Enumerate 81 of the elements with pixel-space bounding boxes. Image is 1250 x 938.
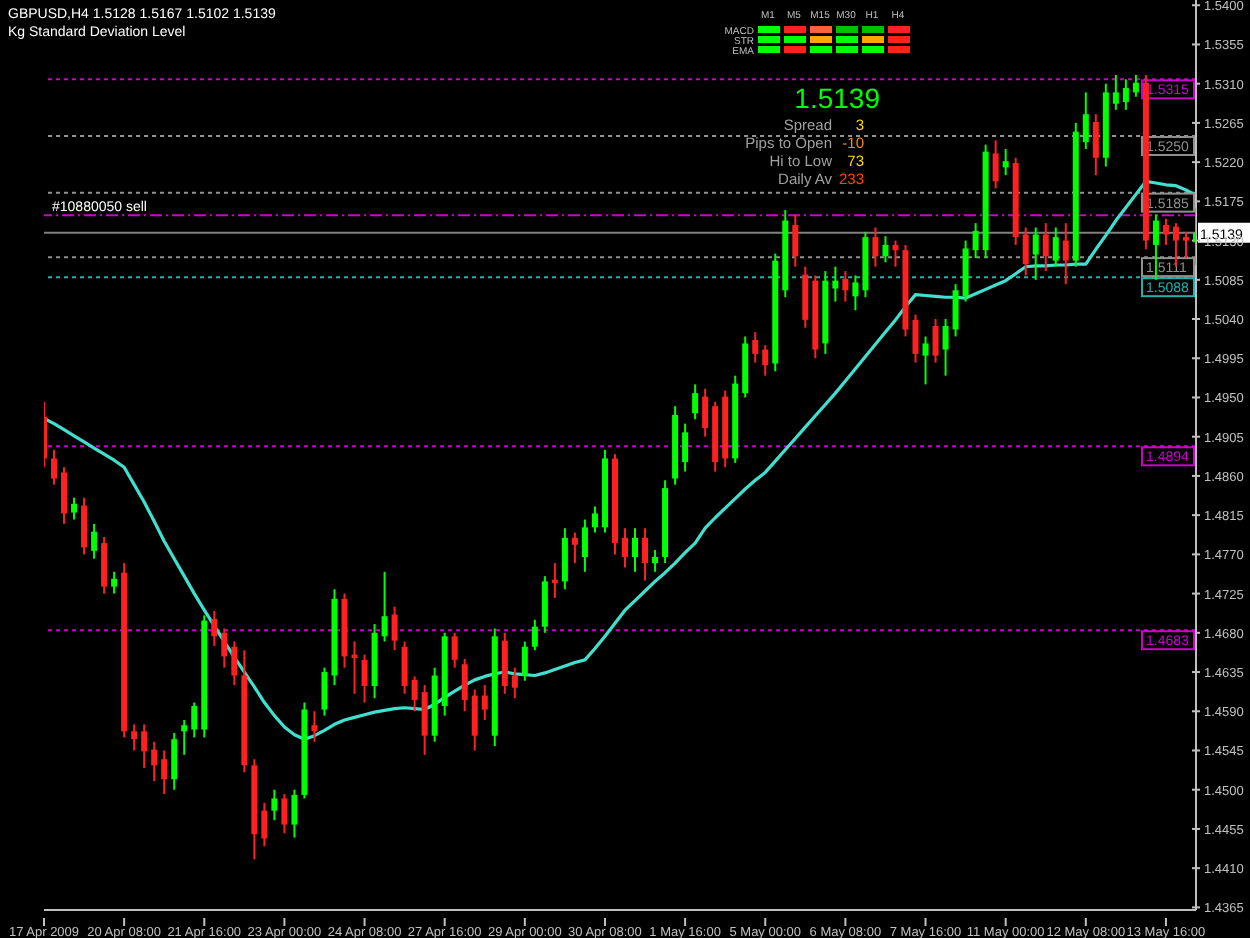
candlestick — [281, 793, 288, 835]
candlestick — [211, 610, 218, 647]
candlestick — [832, 265, 839, 303]
candlestick — [421, 684, 428, 756]
candlestick — [581, 518, 588, 573]
candlestick — [622, 527, 628, 569]
candlestick — [942, 318, 949, 377]
candlestick — [1122, 78, 1129, 111]
candlestick — [1062, 222, 1069, 286]
candlestick — [111, 570, 118, 595]
candlestick — [1042, 222, 1049, 273]
candlestick — [321, 666, 328, 717]
candlestick — [882, 235, 889, 264]
candlestick — [892, 239, 899, 268]
candlestick — [131, 723, 138, 752]
candlestick — [932, 318, 939, 364]
candlestick — [191, 701, 198, 739]
candlestick — [531, 618, 538, 652]
candlestick — [852, 274, 859, 312]
candlestick — [1162, 217, 1169, 246]
candlestick — [161, 749, 168, 796]
candlestick — [171, 732, 178, 791]
candlestick — [1092, 113, 1099, 177]
candlestick — [842, 270, 849, 303]
candlestick — [1082, 91, 1089, 151]
candlestick — [792, 213, 799, 268]
candlestick — [1052, 226, 1059, 268]
candlestick — [381, 570, 388, 643]
candlestick — [1002, 148, 1009, 177]
candlestick — [471, 688, 478, 752]
candlestick — [401, 640, 408, 695]
candlestick — [271, 788, 278, 822]
candlestick — [361, 653, 368, 704]
candlestick — [81, 496, 88, 556]
candlestick — [411, 675, 418, 713]
candlestick — [311, 710, 318, 743]
candlestick — [181, 718, 188, 756]
candlestick — [1022, 226, 1029, 277]
candlestick — [872, 226, 879, 268]
candlestick — [481, 684, 488, 721]
candlestick — [1132, 73, 1139, 98]
candlestick — [992, 139, 999, 190]
candlestick — [632, 527, 639, 573]
candlestick — [571, 531, 578, 565]
candlestick — [762, 344, 769, 377]
candlestick — [591, 505, 598, 534]
candlestick — [151, 740, 158, 782]
candlestick — [51, 448, 58, 486]
candlestick — [541, 575, 548, 634]
candlestick — [261, 801, 268, 848]
candlestick — [972, 222, 979, 260]
candlestick — [692, 383, 699, 421]
candlestick — [642, 527, 649, 582]
candlestick — [922, 335, 929, 386]
candlestick — [71, 496, 78, 521]
candlestick — [962, 239, 969, 303]
candlestick — [141, 723, 148, 769]
candlestick — [952, 283, 959, 338]
candlestick — [682, 422, 689, 473]
candlestick — [231, 640, 238, 687]
candlestick — [61, 466, 68, 525]
candlestick — [521, 640, 528, 682]
candlestick — [802, 265, 809, 329]
candlestick — [561, 527, 568, 591]
candlestick — [752, 331, 759, 364]
candlestick — [1112, 73, 1119, 111]
candlestick — [291, 788, 298, 839]
candlestick — [461, 657, 468, 713]
candlestick — [652, 549, 659, 573]
annotation: 1.5139 — [794, 82, 881, 114]
candlestick — [451, 631, 458, 669]
candlestick — [1032, 226, 1039, 281]
candlestick — [391, 605, 398, 652]
candlestick — [221, 627, 228, 669]
candlestick — [1182, 230, 1189, 260]
candlestick — [101, 535, 108, 595]
candlestick — [511, 666, 518, 700]
candlestick — [912, 313, 919, 364]
candlestick — [702, 387, 709, 438]
candlestick — [501, 631, 508, 695]
candlestick — [91, 522, 98, 560]
